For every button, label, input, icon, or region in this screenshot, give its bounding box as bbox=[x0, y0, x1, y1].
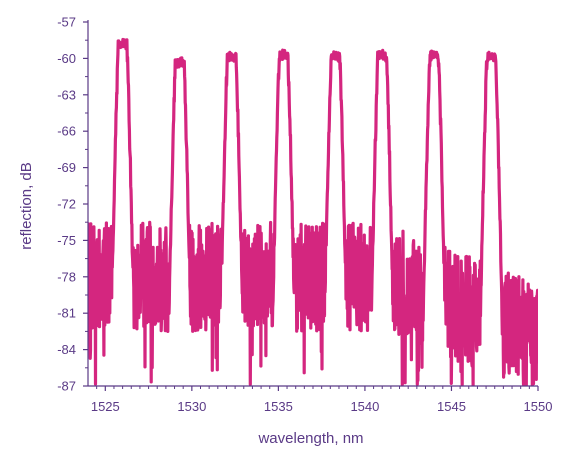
y-tick-label: -78 bbox=[57, 269, 76, 284]
x-axis-title: wavelength, nm bbox=[257, 430, 363, 447]
y-tick-label: -66 bbox=[57, 124, 76, 139]
y-tick-label: -57 bbox=[57, 15, 76, 30]
x-tick-label: 1545 bbox=[437, 399, 466, 414]
x-tick-label: 1550 bbox=[524, 399, 553, 414]
x-tick-label: 1525 bbox=[91, 399, 120, 414]
reflection-trace-line bbox=[88, 37, 538, 386]
axes-group: -57 -60 -63 -66 -69 -72 -75 -78 -81 -84 -87 1525 153… bbox=[57, 15, 552, 415]
y-tick-label: -75 bbox=[57, 233, 76, 248]
y-tick-label: -84 bbox=[57, 342, 76, 357]
y-tick-label: -69 bbox=[57, 160, 76, 175]
y-tick-label: -63 bbox=[57, 87, 76, 102]
y-tick-label: -81 bbox=[57, 306, 76, 321]
x-tick-label: 1535 bbox=[264, 399, 293, 414]
x-tick-label: 1540 bbox=[350, 399, 379, 414]
y-tick-label: -72 bbox=[57, 197, 76, 212]
y-tick-label: -87 bbox=[57, 379, 76, 394]
spectrum-trace-group bbox=[88, 37, 538, 386]
y-axis-title: reflection, dB bbox=[18, 162, 35, 250]
y-tick-label: -60 bbox=[57, 51, 76, 66]
x-tick-label: 1530 bbox=[177, 399, 206, 414]
